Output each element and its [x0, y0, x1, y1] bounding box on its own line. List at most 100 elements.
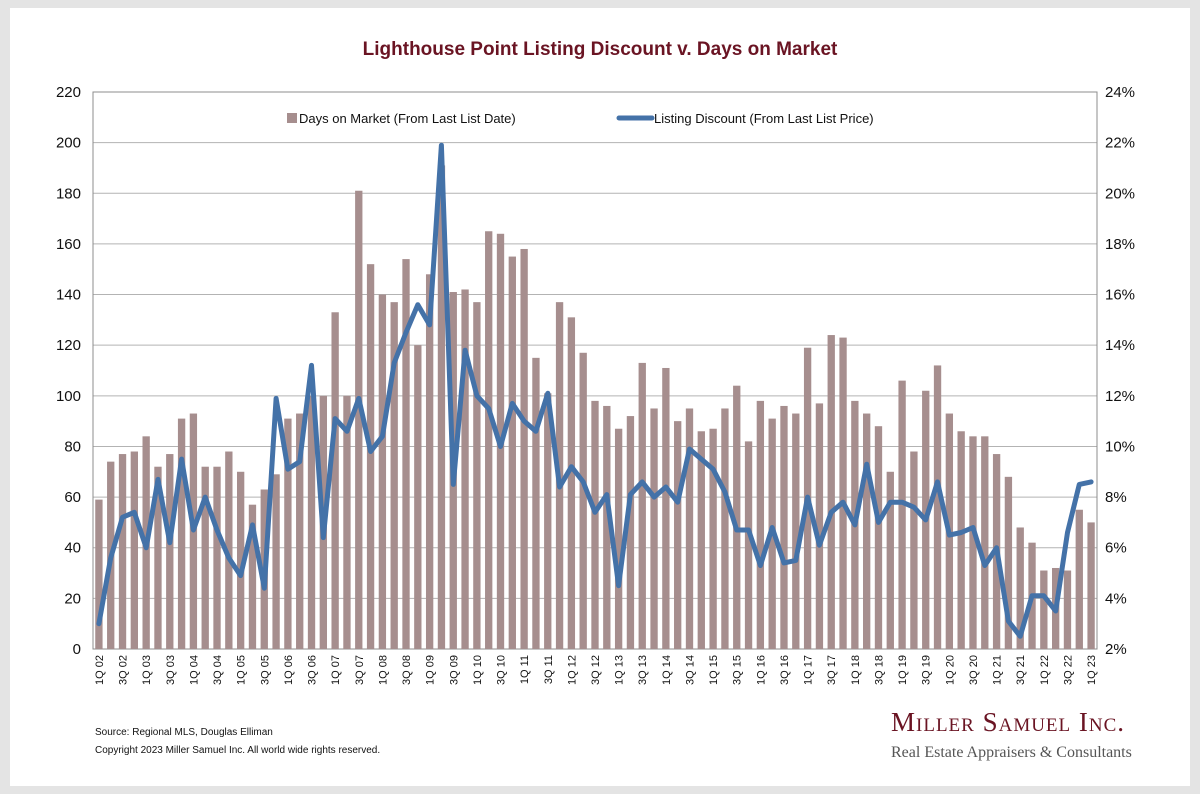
bar	[177, 418, 186, 649]
x-tick-label: 3Q 04	[212, 655, 224, 685]
bar	[981, 436, 989, 649]
x-tick-label: 1Q 16	[755, 655, 767, 685]
bar	[697, 431, 705, 649]
y-right-tick-label: 24%	[1105, 84, 1135, 101]
bar	[1087, 522, 1095, 649]
x-tick-label: 1Q 04	[188, 655, 200, 685]
legend-label-discount: Listing Discount (From Last List Price)	[654, 111, 874, 126]
y-left-tick-label: 80	[64, 438, 81, 455]
x-tick-label: 3Q 12	[590, 655, 602, 685]
x-tick-label: 3Q 03	[165, 655, 177, 685]
bar	[414, 345, 422, 649]
bar	[307, 395, 316, 649]
y-left-tick-label: 40	[64, 540, 81, 557]
bar	[638, 362, 646, 649]
x-tick-label: 1Q 13	[614, 655, 626, 685]
y-right-tick-label: 4%	[1105, 590, 1127, 607]
bar	[626, 416, 635, 649]
x-tick-label: 1Q 06	[283, 655, 295, 685]
x-tick-label: 1Q 19	[897, 655, 909, 685]
bar	[331, 312, 339, 649]
y-right-tick-label: 14%	[1105, 337, 1135, 354]
y-left-tick-label: 220	[56, 84, 81, 101]
bar	[815, 403, 824, 649]
bar	[390, 302, 398, 649]
x-tick-label: 1Q 23	[1086, 655, 1098, 685]
bar	[425, 274, 434, 649]
y-left-tick-label: 60	[64, 489, 81, 506]
y-left-tick-label: 20	[64, 590, 81, 607]
bar	[933, 365, 942, 649]
x-tick-label: 3Q 14	[684, 655, 696, 685]
bar	[591, 400, 599, 649]
x-tick-label: 1Q 11	[519, 655, 531, 684]
source-note: Source: Regional MLS, Douglas Elliman	[95, 727, 273, 738]
bar	[236, 471, 245, 649]
x-tick-label: 3Q 16	[779, 655, 791, 685]
bar	[272, 474, 280, 649]
chart-card	[10, 8, 1190, 786]
bar	[721, 408, 729, 649]
x-tick-label: 1Q 22	[1039, 655, 1051, 685]
x-tick-label: 3Q 11	[543, 655, 555, 684]
bar	[213, 466, 221, 649]
bar	[118, 454, 127, 649]
x-tick-label: 3Q 19	[921, 655, 933, 685]
bar	[473, 302, 481, 649]
bar	[685, 408, 694, 649]
x-tick-label: 1Q 20	[944, 655, 956, 685]
x-tick-label: 1Q 03	[141, 655, 153, 685]
legend-label-days: Days on Market (From Last List Date)	[299, 111, 516, 126]
x-tick-label: 1Q 02	[94, 655, 106, 685]
bar	[225, 451, 233, 649]
y-right-tick-label: 8%	[1105, 489, 1127, 506]
bar	[296, 413, 304, 649]
y-left-tick-label: 180	[56, 185, 81, 202]
y-left-tick-label: 160	[56, 236, 81, 253]
x-tick-label: 1Q 18	[850, 655, 862, 685]
x-tick-label: 3Q 08	[401, 655, 413, 685]
bar	[792, 413, 800, 649]
bar	[863, 413, 871, 649]
x-tick-label: 3Q 09	[448, 655, 460, 685]
bar	[614, 428, 623, 649]
x-tick-label: 1Q 12	[566, 655, 578, 685]
y-right-tick-label: 12%	[1105, 388, 1135, 405]
x-tick-label: 3Q 02	[118, 655, 130, 685]
x-tick-label: 3Q 06	[307, 655, 319, 685]
bar	[485, 231, 493, 649]
chart-title: Lighthouse Point Listing Discount v. Day…	[362, 39, 838, 60]
bar	[662, 367, 670, 649]
x-tick-label: 1Q 09	[425, 655, 437, 685]
y-right-tick-label: 6%	[1105, 540, 1127, 557]
y-left-tick-label: 120	[56, 337, 81, 354]
bar	[839, 337, 847, 649]
y-right-tick-label: 22%	[1105, 135, 1135, 152]
bar	[756, 400, 765, 649]
y-right-tick-label: 16%	[1105, 287, 1135, 304]
x-tick-label: 3Q 10	[496, 655, 508, 685]
bar	[248, 504, 257, 649]
brand-tagline: Real Estate Appraisers & Consultants	[891, 744, 1132, 761]
bar	[355, 190, 363, 649]
x-tick-label: 3Q 18	[873, 655, 885, 685]
bar	[378, 294, 387, 649]
x-tick-label: 1Q 21	[992, 655, 1004, 685]
bar	[1040, 570, 1048, 649]
bar	[603, 405, 611, 649]
bar	[744, 441, 753, 649]
x-tick-label: 3Q 22	[1062, 655, 1074, 685]
bar	[95, 499, 103, 649]
bar	[544, 393, 552, 649]
y-right-tick-label: 18%	[1105, 236, 1135, 253]
y-left-tick-label: 0	[73, 641, 81, 658]
bar	[733, 385, 741, 649]
x-tick-label: 1Q 08	[377, 655, 389, 685]
x-tick-label: 1Q 05	[236, 655, 248, 685]
bar	[284, 418, 292, 649]
bar	[402, 259, 410, 649]
bar	[166, 454, 174, 649]
x-tick-label: 3Q 05	[259, 655, 271, 685]
bar	[957, 431, 965, 649]
